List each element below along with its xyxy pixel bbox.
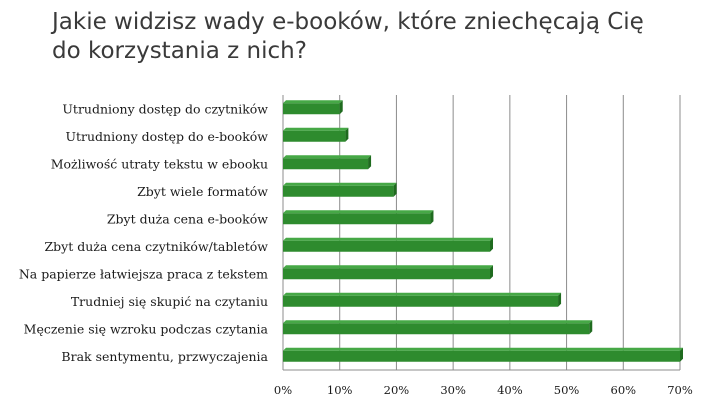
category-label: Zbyt duża cena e-booków	[107, 211, 268, 226]
bar-side	[430, 210, 434, 225]
bar	[283, 182, 397, 197]
bar-front	[283, 268, 491, 280]
category-label: Utrudniony dostęp do e-booków	[65, 129, 268, 144]
bar-top	[283, 210, 434, 214]
bar-top	[283, 320, 593, 324]
bar	[283, 292, 562, 307]
category-label: Męczenie się wzroku podczas czytania	[24, 321, 269, 336]
category-labels: Utrudniony dostęp do czytników Utrudniony…	[19, 101, 269, 364]
bar-side	[368, 155, 372, 170]
bar-front	[283, 323, 590, 335]
category-label: Utrudniony dostęp do czytników	[62, 101, 268, 116]
bar-side	[680, 347, 683, 362]
bar-top	[283, 237, 494, 241]
category-label: Zbyt duża cena czytników/tabletów	[44, 239, 268, 254]
bar-front	[283, 240, 491, 252]
bar-side	[339, 100, 343, 115]
x-tick-label: 40%	[497, 383, 523, 397]
category-label: Zbyt wiele formatów	[137, 184, 268, 199]
bar-front	[283, 350, 680, 362]
bar	[283, 100, 343, 115]
chart-title-line-1: Jakie widzisz wady e-booków, które zniec…	[52, 9, 644, 35]
bar-top	[283, 347, 683, 351]
bar-side	[345, 127, 349, 142]
category-label: Na papierze łatwiejsza praca z tekstem	[19, 266, 268, 281]
x-tick-label: 70%	[667, 383, 693, 397]
bar-side	[589, 320, 593, 335]
bar-front	[283, 295, 559, 307]
bar	[283, 347, 683, 362]
bar-side	[558, 292, 562, 307]
bar	[283, 265, 494, 280]
bar	[283, 155, 372, 170]
bar	[283, 320, 593, 335]
chart-title: Jakie widzisz wady e-booków, które zniec…	[52, 8, 692, 66]
bar-side	[490, 265, 494, 280]
x-tick-label: 50%	[554, 383, 580, 397]
category-label: Trudniej się skupić na czytaniu	[71, 294, 268, 309]
category-label: Brak sentymentu, przwyczajenia	[61, 349, 268, 364]
bar-top	[283, 265, 494, 269]
bar	[283, 127, 349, 142]
chart-title-line-2: do korzystania z nich?	[52, 38, 307, 64]
bar	[283, 210, 434, 225]
bar-top	[283, 292, 562, 296]
bar-front	[283, 158, 369, 170]
bar-top	[283, 127, 349, 131]
bar	[283, 237, 494, 252]
bars	[283, 100, 683, 362]
x-tick-label: 60%	[611, 383, 637, 397]
bar-top	[283, 155, 372, 159]
category-label: Możliwość utraty tekstu w ebooku	[51, 156, 268, 171]
x-tick-label: 10%	[327, 383, 353, 397]
bar-side	[490, 237, 494, 252]
bar-side	[393, 182, 397, 197]
x-tick-label: 30%	[440, 383, 466, 397]
bar-front	[283, 103, 340, 115]
x-tick-labels: 0% 10% 20% 30% 40% 50% 60% 70%	[274, 383, 693, 397]
x-tick-label: 0%	[274, 383, 292, 397]
x-tick-label: 20%	[384, 383, 410, 397]
bar-front	[283, 130, 346, 142]
bar-front	[283, 185, 394, 197]
bar-front	[283, 213, 431, 225]
bar-top	[283, 100, 343, 104]
bar-top	[283, 182, 397, 186]
